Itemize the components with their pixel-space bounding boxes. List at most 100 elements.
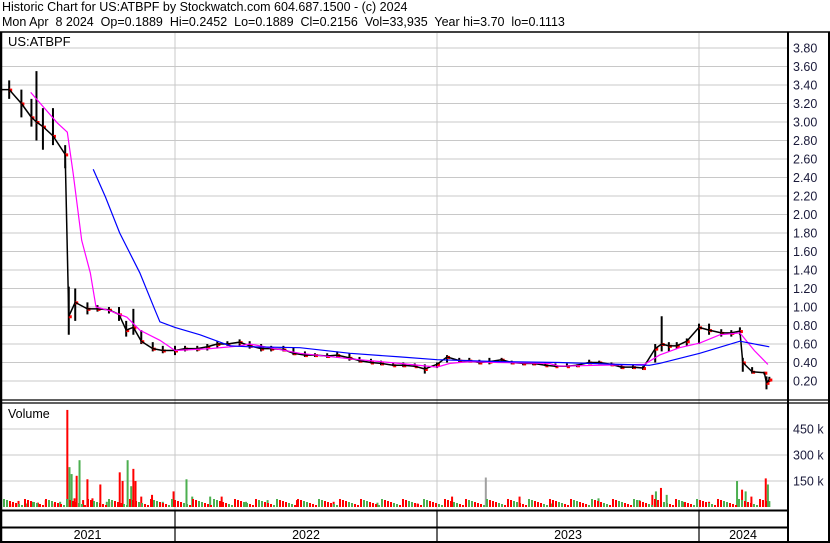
volume-bar [501,504,503,507]
volume-bar [39,504,41,507]
volume-bar [162,503,164,507]
ma-short-line [30,92,769,368]
price-connector [337,354,350,359]
volume-bar [195,500,197,507]
volume-bar [204,503,206,507]
volume-bar [726,502,728,507]
volume-bar [471,501,473,507]
close-tick [68,315,72,319]
volume-bar [402,499,404,507]
price-connector [140,340,154,350]
quote-summary: Mon Apr 8 2024 Op=0.1889 Hi=0.2452 Lo=0.… [2,15,565,29]
volume-bar [507,499,509,507]
volume-bar [462,505,464,507]
volume-bar [438,504,440,507]
volume-bar [549,499,551,507]
price-connector [752,371,765,374]
volume-bar [483,505,485,507]
volume-bar [153,500,155,507]
volume-bar [303,501,305,507]
volume-bar [550,503,553,507]
volume-bar [68,467,71,507]
volume-bar [144,504,146,507]
volume-bar [736,481,739,507]
volume-bar [114,501,116,507]
volume-bar [60,504,62,507]
volume-bar [93,501,95,507]
volume-bar [186,504,188,507]
moving-averages [30,92,770,368]
volume-bar [31,501,34,507]
volume-bar [738,499,740,507]
volume-bar [150,499,152,507]
volume-bar [225,503,227,507]
volume-bar [396,504,398,507]
volume-bar [591,499,593,507]
volume-bar [564,504,566,507]
volume-bar [321,500,323,507]
volume-bar [78,503,80,507]
volume-bar [450,501,452,507]
close-tick [739,330,743,334]
volume-bar [426,500,428,507]
volume-bar [132,468,135,507]
close-tick [643,367,647,371]
year-label: 2023 [554,528,582,542]
price-connector [52,135,66,155]
volume-bar [453,502,455,507]
volume-bar [185,479,188,507]
volume-bar [663,502,665,507]
close-tick [766,381,770,385]
volume-bar [518,496,521,507]
volume-bar [171,499,173,507]
volume-bar [417,504,419,507]
volume-bar [444,499,446,507]
volume-bar [246,503,248,507]
volume-bar [354,504,356,507]
volume-bar [451,496,454,507]
volume-bar [484,477,487,507]
volume-bar [621,502,623,507]
close-tick [655,347,659,351]
volume-bar [309,503,311,507]
volume-bar [48,500,50,507]
price-connector [239,341,250,347]
price-connector [8,89,22,104]
volume-bar [659,487,662,507]
volume-bar [201,502,203,507]
volume-bar [723,501,725,507]
price-connector [68,302,76,317]
volume-bar [108,499,110,507]
volume-bar [369,502,371,507]
volume-bar [180,502,182,507]
volume-bar [411,502,413,507]
volume-bar [21,505,23,507]
volume-bar [126,460,129,507]
price-connector [676,340,688,347]
volume-bar [651,505,653,507]
year-label: 2021 [74,528,102,542]
volume-tick-label: 450 k [793,423,824,437]
volume-bar [348,502,350,507]
year-label: 2024 [729,528,757,542]
price-connector [152,347,163,352]
price-tick-label: 1.40 [793,264,817,278]
volume-bars [0,409,771,507]
volume-bar [33,502,35,507]
volume-bar [639,501,641,507]
volume-bar [531,500,533,507]
volume-bar [228,504,230,507]
volume-bar [519,503,521,507]
volume-bar [42,505,44,507]
volume-bar [129,499,131,507]
close-tick [207,345,211,349]
volume-bar [132,500,134,507]
volume-bar [3,499,5,507]
year-label: 2022 [292,528,320,542]
volume-bar [237,500,239,507]
volume-bar [672,505,674,507]
volume-bar [66,499,68,507]
close-tick [9,88,13,92]
chart-title: Historic Chart for US:ATBPF by Stockwatc… [2,0,408,14]
volume-bar [72,501,74,507]
